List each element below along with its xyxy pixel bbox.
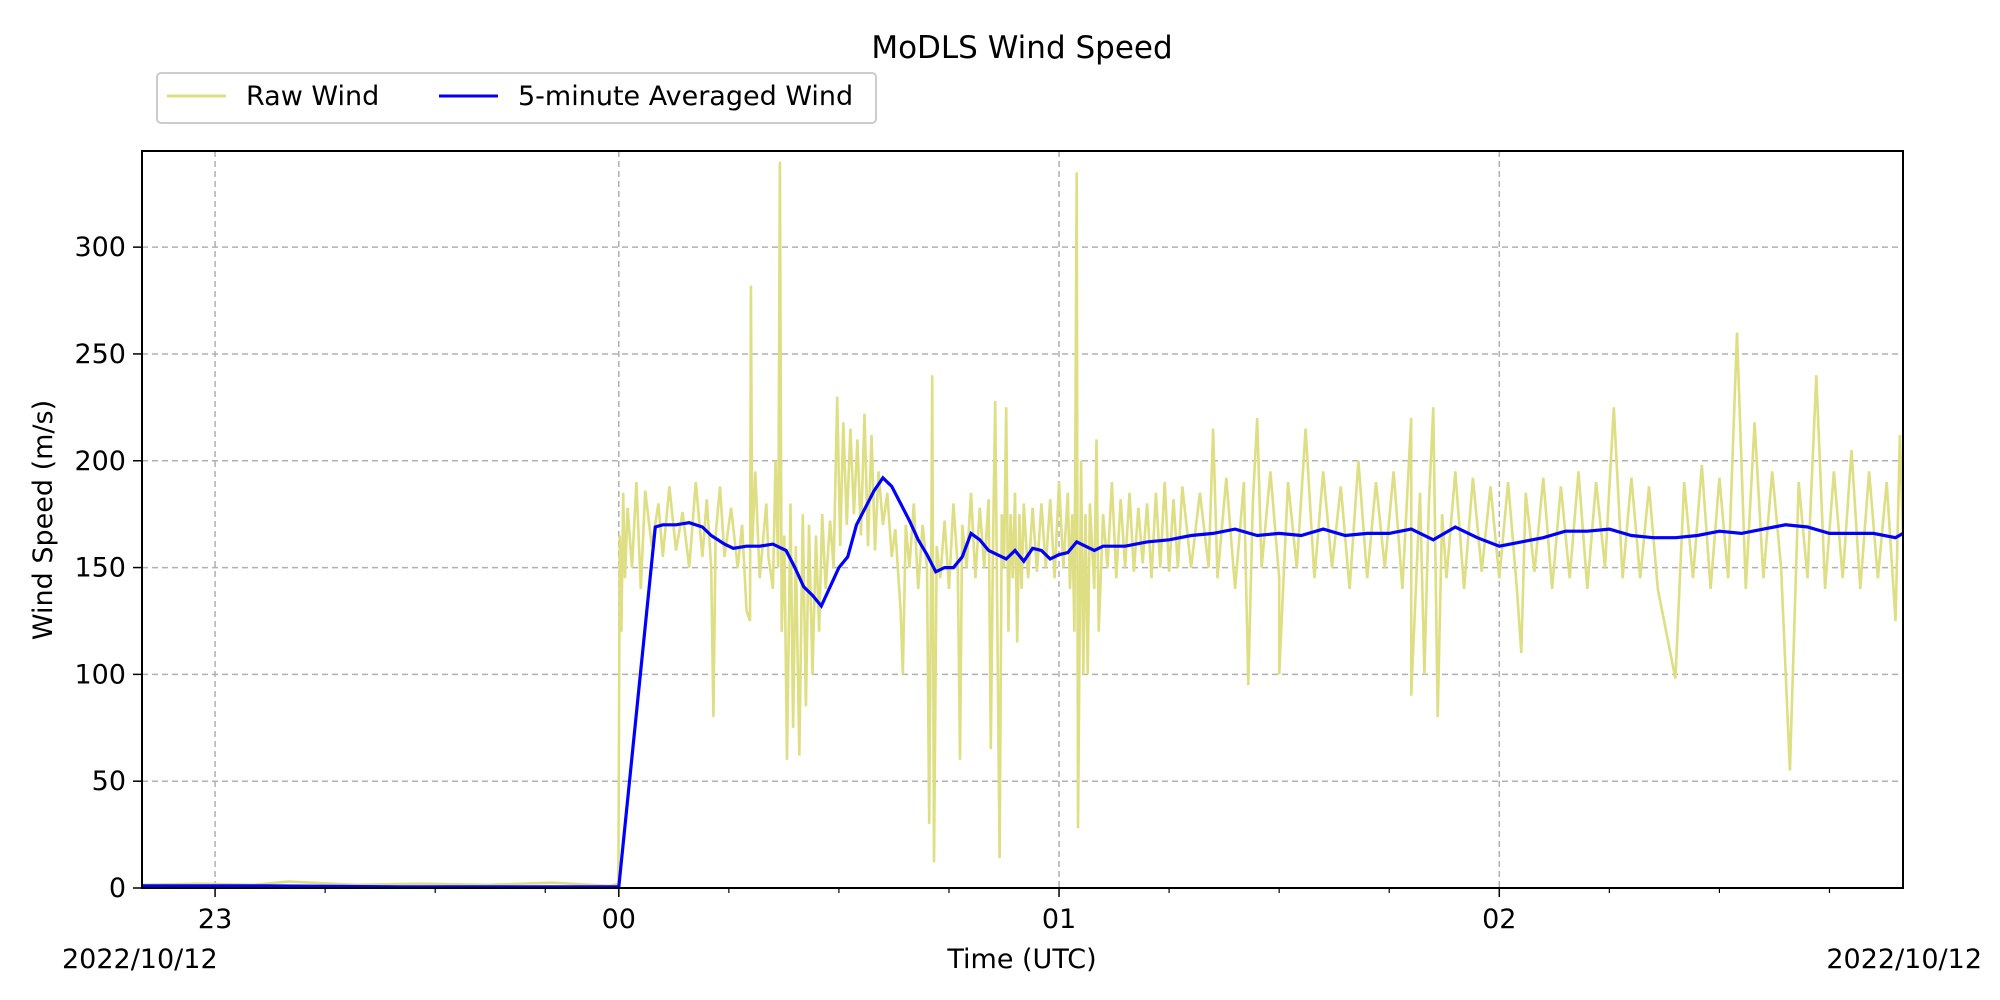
legend: Raw Wind 5-minute Averaged Wind [156,72,877,124]
y-tick-label: 100 [74,659,126,690]
plot-data-layer [142,161,1903,888]
y-tick-label: 150 [74,553,126,584]
averaged-wind-line [142,475,1903,888]
y-tick-label: 300 [74,232,126,263]
x-tick-label: 23 [198,904,232,935]
left-date-label: 2022/10/12 [62,944,218,975]
chart-title: MoDLS Wind Speed [871,30,1172,66]
right-date-label: 2022/10/12 [1826,944,1982,975]
y-tick-label: 200 [74,446,126,477]
x-axis-label: Time (UTC) [946,944,1096,975]
legend-averaged-wind-label: 5-minute Averaged Wind [518,81,853,112]
legend-raw-wind-label: Raw Wind [246,81,379,112]
x-tick-label: 01 [1042,904,1076,935]
axes: 0 50 100 150 200 250 300 23 00 01 02 [74,232,1831,935]
y-tick-label: 0 [109,873,126,904]
plot-frame [141,150,1904,889]
raw-wind-line [142,161,1903,888]
x-tick-label: 02 [1482,904,1516,935]
x-tick-label: 00 [602,904,636,935]
y-tick-label: 250 [74,339,126,370]
legend-frame [156,72,877,124]
y-axis-label: Wind Speed (m/s) [28,400,59,640]
y-tick-label: 50 [92,766,126,797]
